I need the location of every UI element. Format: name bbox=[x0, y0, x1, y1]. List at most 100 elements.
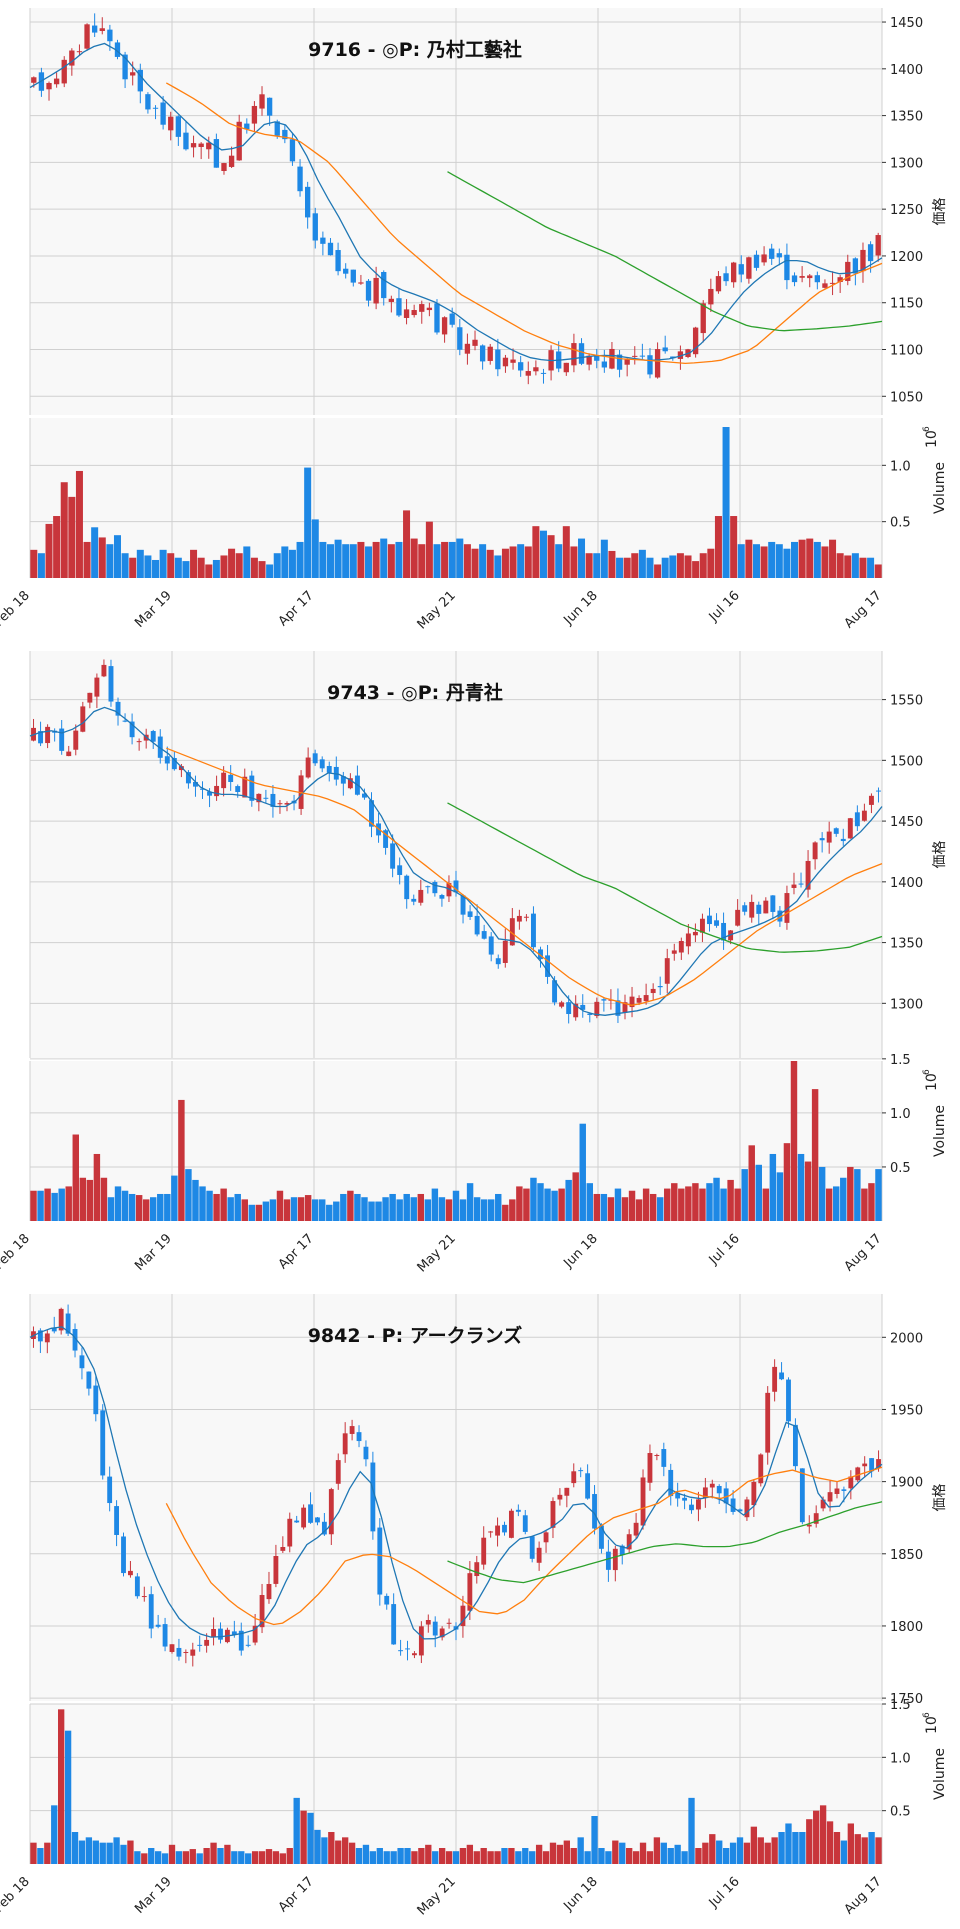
volume-bar bbox=[418, 544, 426, 578]
candle-body bbox=[516, 915, 522, 922]
volume-bar bbox=[818, 1166, 826, 1221]
candle-body bbox=[114, 1506, 120, 1535]
x-tick-label: Feb 18 bbox=[0, 1874, 33, 1916]
candle-body bbox=[460, 1605, 466, 1627]
volume-bar bbox=[65, 1186, 72, 1221]
candle-body bbox=[813, 1513, 819, 1524]
y-tick-label: 1250 bbox=[890, 203, 923, 218]
volume-bar bbox=[333, 1201, 340, 1221]
volume-tick-label: 0.5 bbox=[890, 1805, 911, 1820]
volume-bar bbox=[706, 1183, 713, 1221]
candle-body bbox=[845, 261, 851, 281]
candle-body bbox=[786, 1379, 791, 1422]
volume-bar bbox=[806, 1819, 813, 1864]
volume-axis-exponent-power: 6 bbox=[922, 1069, 932, 1075]
volume-bar bbox=[861, 1837, 868, 1864]
volume-bar bbox=[707, 548, 715, 578]
volume-bar bbox=[411, 1851, 418, 1864]
volume-bar bbox=[85, 1837, 93, 1864]
candle-body bbox=[529, 1536, 535, 1559]
x-tick-label: Aug 17 bbox=[842, 1231, 885, 1274]
candle-body bbox=[753, 254, 760, 268]
volume-bar bbox=[695, 1848, 702, 1864]
candle-body bbox=[749, 901, 755, 918]
candle-body bbox=[647, 355, 653, 375]
volume-bar bbox=[92, 1840, 99, 1864]
candle-body bbox=[320, 237, 326, 244]
volume-bar bbox=[487, 1851, 494, 1864]
candle-body bbox=[792, 1424, 798, 1467]
candle-body bbox=[432, 882, 438, 894]
candle-body bbox=[176, 1647, 182, 1657]
candle-body bbox=[530, 913, 536, 948]
volume-bar bbox=[357, 541, 365, 578]
volume-bar bbox=[727, 1179, 734, 1221]
volume-bar bbox=[542, 1851, 550, 1864]
volume-bar bbox=[120, 1844, 127, 1864]
volume-bar bbox=[349, 544, 357, 578]
volume-bar bbox=[783, 1143, 791, 1221]
y-tick-label: 2000 bbox=[890, 1331, 923, 1346]
volume-bar bbox=[113, 1837, 120, 1864]
candle-body bbox=[822, 283, 828, 288]
volume-bar bbox=[714, 516, 722, 578]
candle-body bbox=[779, 1372, 784, 1380]
volume-bar bbox=[471, 548, 479, 578]
volume-bar bbox=[750, 1826, 758, 1864]
candle-body bbox=[594, 355, 600, 361]
candle-body bbox=[682, 1497, 688, 1501]
candle-body bbox=[418, 1626, 424, 1656]
candle-body bbox=[578, 343, 585, 364]
candle-body bbox=[350, 269, 356, 283]
candle-body bbox=[592, 1494, 597, 1529]
candle-body bbox=[806, 1524, 812, 1527]
volume-bar bbox=[806, 538, 814, 578]
volume-bar bbox=[136, 549, 144, 578]
candle-body bbox=[837, 277, 843, 283]
candle-body bbox=[122, 720, 128, 722]
volume-bar bbox=[328, 1832, 335, 1864]
candle-body bbox=[249, 775, 255, 801]
volume-bar bbox=[593, 553, 601, 578]
candle-body bbox=[564, 1487, 570, 1496]
candle-body bbox=[46, 82, 52, 90]
volume-bar bbox=[826, 1821, 834, 1864]
volume-bar bbox=[716, 1840, 723, 1864]
candle-body bbox=[381, 272, 387, 299]
candle-body bbox=[335, 1460, 341, 1484]
volume-axis-exponent: 10 bbox=[924, 1716, 940, 1734]
volume-bar bbox=[424, 1199, 432, 1221]
candle-body bbox=[213, 139, 220, 168]
volume-bar bbox=[51, 1192, 58, 1221]
volume-bar bbox=[621, 1197, 629, 1221]
volume-bar bbox=[537, 1183, 544, 1221]
candle-body bbox=[308, 1504, 313, 1523]
volume-bar bbox=[417, 1193, 425, 1221]
candle-body bbox=[183, 132, 189, 150]
candle-body bbox=[805, 860, 811, 890]
candle-body bbox=[601, 999, 607, 1001]
volume-bar bbox=[438, 1848, 446, 1864]
candle-body bbox=[58, 1308, 64, 1331]
x-tick-label: Aug 17 bbox=[842, 1874, 885, 1917]
candle-body bbox=[510, 359, 516, 363]
candle-body bbox=[439, 895, 445, 899]
volume-bar bbox=[83, 541, 91, 578]
volume-bar bbox=[98, 537, 106, 578]
candle-body bbox=[867, 244, 874, 262]
ma-mid-line bbox=[165, 82, 883, 365]
volume-bar bbox=[790, 1061, 798, 1221]
candle-body bbox=[751, 1481, 757, 1506]
volume-bar bbox=[290, 1197, 298, 1221]
candle-body bbox=[765, 1392, 771, 1453]
volume-bar bbox=[335, 1840, 342, 1864]
volume-bar bbox=[113, 535, 121, 578]
volume-bar bbox=[53, 516, 61, 578]
volume-bar bbox=[684, 555, 692, 578]
candle-body bbox=[130, 72, 136, 76]
candle-body bbox=[829, 282, 836, 284]
volume-bar bbox=[276, 1190, 284, 1221]
volume-bar bbox=[778, 1832, 785, 1864]
volume-bar bbox=[692, 561, 700, 578]
candle-body bbox=[791, 275, 798, 283]
